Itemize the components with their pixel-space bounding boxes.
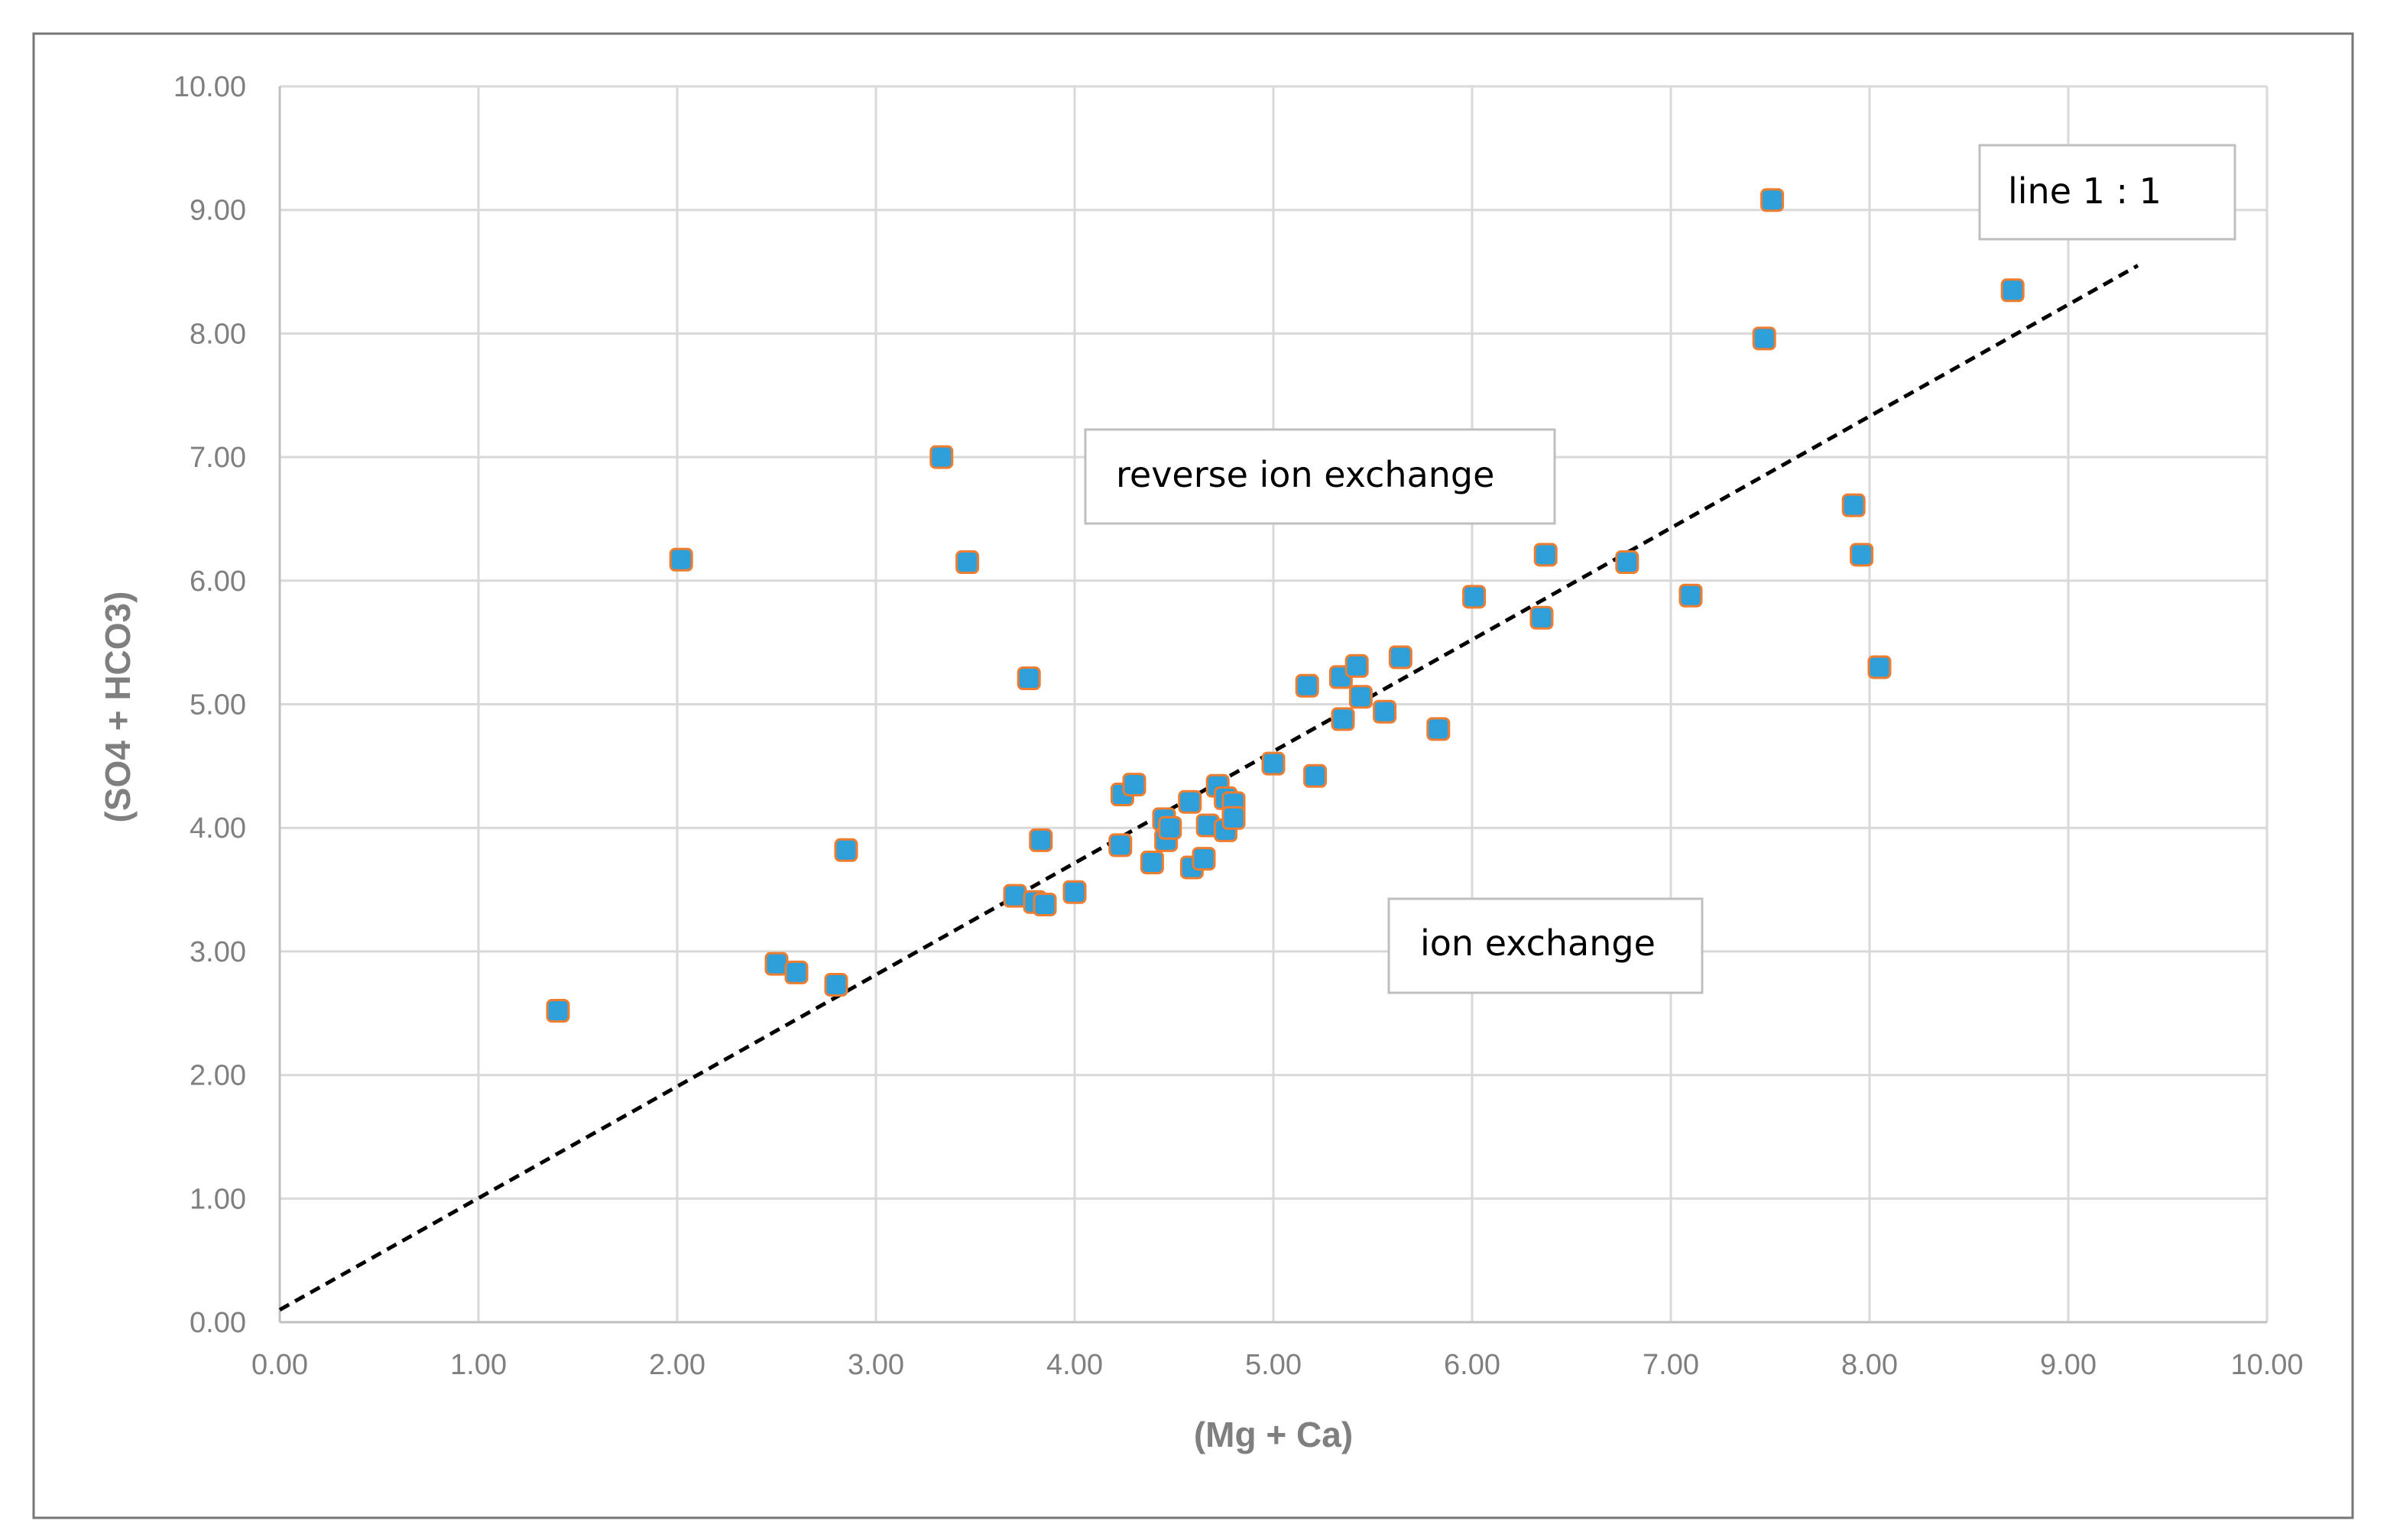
chart-frame	[32, 32, 2354, 1519]
data-point	[1122, 773, 1146, 797]
x-tick-label: 4.00	[1046, 1349, 1103, 1381]
annotation-ion-box	[1387, 897, 1704, 994]
data-point	[824, 973, 848, 997]
data-point	[1533, 543, 1558, 567]
data-point	[1462, 585, 1487, 609]
x-tick-label: 0.00	[251, 1349, 308, 1381]
data-point	[1140, 850, 1164, 874]
x-tick-label: 10.00	[2230, 1349, 2303, 1381]
data-point	[1841, 493, 1866, 517]
x-tick-label: 2.00	[649, 1349, 705, 1381]
y-tick-label: 10.00	[174, 71, 246, 103]
data-point	[1752, 326, 1776, 351]
data-point	[1221, 806, 1246, 830]
data-point	[1331, 707, 1355, 731]
data-point	[1615, 550, 1639, 575]
data-point	[1158, 815, 1182, 840]
data-point	[1108, 833, 1133, 858]
y-tick-label: 7.00	[190, 442, 246, 474]
data-point	[1850, 543, 1874, 567]
y-tick-label: 9.00	[190, 195, 246, 227]
data-point	[546, 999, 570, 1023]
data-point	[1426, 717, 1451, 741]
data-point	[1529, 605, 1554, 630]
x-tick-label: 6.00	[1444, 1349, 1500, 1381]
x-tick-label: 8.00	[1841, 1349, 1898, 1381]
data-point	[1303, 764, 1328, 788]
data-point	[955, 550, 980, 575]
y-tick-label: 5.00	[190, 689, 246, 721]
data-point	[929, 445, 954, 469]
y-tick-label: 4.00	[190, 812, 246, 845]
x-tick-label: 5.00	[1245, 1349, 1302, 1381]
data-point	[1760, 188, 1785, 212]
annotation-reverse-ion-exchange: reverse ion exchange	[1084, 428, 1556, 525]
data-point	[1192, 847, 1216, 871]
data-point	[1178, 789, 1202, 814]
x-tick-label: 9.00	[2040, 1349, 2097, 1381]
x-tick-label: 1.00	[450, 1349, 507, 1381]
one-to-one-reference-line	[278, 264, 2139, 1312]
x-axis-title: (Mg + Ca)	[1194, 1415, 1353, 1454]
data-point	[834, 838, 858, 862]
data-point	[1062, 880, 1087, 904]
y-tick-label: 8.00	[190, 318, 246, 350]
x-tick-labels: 0.00 1.00 2.00 3.00 4.00 5.00 6.00 7.00 8.00 9.00…	[251, 1349, 2304, 1381]
y-tick-labels: 0.00 1.00 2.00 3.00 4.00 5.00 6.00 7.00 8.00 9.00…	[174, 71, 246, 1339]
annotation-line-label-box	[1978, 144, 2236, 241]
data-point	[1261, 751, 1286, 776]
data-point	[1373, 699, 1397, 724]
data-point	[1344, 653, 1369, 678]
y-tick-label: 6.00	[190, 566, 246, 598]
data-point	[1033, 892, 1057, 916]
x-tick-label: 3.00	[848, 1349, 904, 1381]
annotation-ion-exchange: ion exchange	[1387, 897, 1704, 994]
data-point	[764, 952, 789, 976]
data-point	[784, 960, 809, 984]
data-point	[669, 547, 693, 572]
data-point	[1017, 666, 1041, 691]
data-point	[1348, 685, 1373, 709]
data-point	[1678, 583, 1703, 608]
annotation-reverse-text: reverse ion exchange	[1116, 454, 1494, 495]
annotation-ion-text: ion exchange	[1420, 922, 1656, 964]
y-tick-label: 0.00	[190, 1307, 246, 1339]
data-point	[1029, 828, 1053, 852]
y-tick-label: 2.00	[190, 1060, 246, 1092]
data-point	[1295, 673, 1319, 698]
data-point	[1867, 655, 1892, 679]
data-point	[1003, 883, 1027, 908]
x-tick-label: 7.00	[1643, 1349, 1699, 1381]
data-point	[2000, 278, 2025, 303]
data-points	[546, 188, 2025, 1023]
annotation-line-label: line 1 : 1	[1978, 144, 2236, 241]
y-tick-label: 3.00	[190, 936, 246, 968]
gridlines	[278, 85, 2269, 1322]
y-tick-label: 1.00	[190, 1183, 246, 1215]
annotation-reverse-box	[1084, 428, 1556, 525]
y-axis-title: (SO4 + HCO3)	[98, 592, 138, 823]
data-point	[1388, 645, 1412, 669]
annotation-line-label-text: line 1 : 1	[2008, 170, 2162, 212]
